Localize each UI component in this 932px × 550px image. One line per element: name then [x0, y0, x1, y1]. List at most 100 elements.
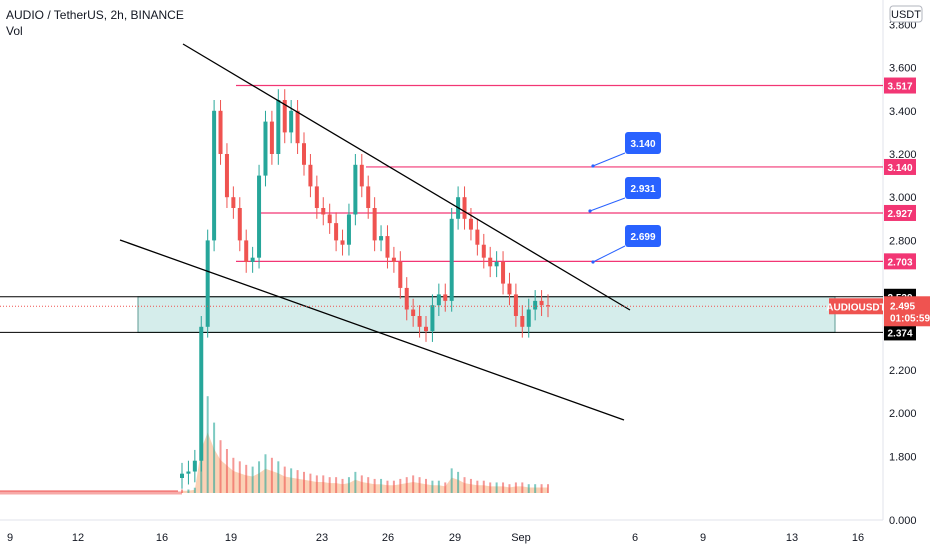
- candle-body: [481, 244, 486, 258]
- zone-tag-text: 2.374: [887, 328, 912, 339]
- volume-bar: [540, 484, 543, 493]
- price-tag-box: [884, 296, 930, 327]
- y-tick-label: 3.600: [889, 63, 917, 75]
- callout-text: 2.699: [630, 232, 655, 243]
- candle-body: [411, 309, 416, 316]
- zone-tag-box: [884, 324, 916, 341]
- volume-bar: [373, 478, 376, 493]
- callout-box: [625, 177, 661, 199]
- level-tag-text: 3.140: [887, 163, 912, 174]
- volume-bar: [245, 464, 248, 493]
- candle-body: [436, 294, 441, 306]
- volume-bar: [277, 461, 280, 493]
- candle-body: [443, 294, 448, 301]
- candle-body: [321, 208, 326, 215]
- callout-text: 2.931: [630, 184, 655, 195]
- countdown-text: 01:05:59: [890, 313, 930, 324]
- volume-bar: [386, 480, 389, 493]
- volume-bar: [290, 468, 293, 493]
- candle-body: [180, 473, 184, 478]
- candle-body: [520, 316, 525, 327]
- candle-body: [353, 164, 358, 215]
- volume-bar: [335, 477, 338, 493]
- volume-bar: [476, 480, 479, 493]
- y-tick-label: 2.000: [889, 408, 917, 420]
- x-tick-label: 29: [449, 532, 461, 544]
- candle-body: [417, 316, 422, 327]
- candle-body: [513, 294, 518, 316]
- y-tick-label: 1.800: [889, 451, 917, 463]
- candle-body: [295, 110, 300, 144]
- symbol-tag-box: [829, 298, 883, 315]
- volume-bar: [283, 466, 286, 493]
- candle-body: [539, 300, 544, 306]
- callout-pointer: [589, 197, 626, 212]
- candle-body: [359, 164, 364, 187]
- volume-bar: [181, 489, 183, 493]
- candle-body: [488, 257, 493, 267]
- candle-body: [398, 262, 403, 288]
- candle-body: [424, 326, 428, 332]
- candle-body: [192, 460, 197, 472]
- candle-body: [494, 262, 499, 267]
- volume-bar: [392, 480, 395, 493]
- candle-body: [334, 223, 339, 241]
- volume-bar: [547, 484, 549, 493]
- volume-area: [182, 432, 548, 493]
- candle-body: [244, 240, 249, 262]
- level-price-tag: 2.927: [884, 204, 916, 221]
- currency-badge: USDT: [889, 5, 923, 23]
- x-tick-label: 23: [316, 532, 328, 544]
- candle-body: [231, 197, 236, 208]
- volume-bar: [463, 477, 466, 493]
- volume-bar: [508, 484, 511, 493]
- volume-bar: [437, 480, 440, 493]
- callout-dot: [591, 260, 595, 264]
- candle-body: [302, 143, 306, 165]
- candle-body: [237, 208, 242, 241]
- volume-bar: [347, 477, 350, 493]
- candle-body: [327, 214, 332, 224]
- chart-header: AUDIO / TetherUS, 2h, BINANCE Vol: [6, 8, 184, 38]
- volume-bar: [367, 477, 370, 493]
- callout-box: [625, 225, 661, 247]
- volume-bar: [469, 478, 472, 493]
- candle-body: [546, 305, 550, 307]
- candle-body: [366, 186, 371, 208]
- candle-body: [257, 175, 262, 258]
- candle-series: [0, 89, 550, 492]
- x-tick-label: 13: [786, 532, 798, 544]
- y-tick-label: 3.000: [889, 192, 917, 204]
- symbol-tag-text: AUDIOUSDT: [826, 302, 885, 313]
- volume-bar: [341, 478, 344, 493]
- volume-bar: [431, 480, 434, 493]
- volume-bar: [534, 484, 537, 493]
- callout-dot: [591, 164, 595, 168]
- volume-bar: [303, 471, 305, 493]
- level-price-tag: 3.140: [884, 158, 916, 175]
- candle-body: [346, 214, 351, 245]
- volume-bar: [399, 478, 402, 493]
- y-tick-label: 3.200: [889, 149, 917, 161]
- currency-badge-box: [889, 5, 923, 23]
- price-callout: 2.699: [591, 225, 661, 264]
- price-callout: 2.931: [588, 177, 661, 213]
- level-price-tag: 2.703: [884, 253, 916, 270]
- volume-bar: [270, 457, 273, 493]
- candle-body: [212, 110, 217, 241]
- level-price-tag: 3.517: [884, 77, 916, 94]
- callout-pointer: [592, 152, 626, 167]
- x-tick-label: 26: [382, 532, 394, 544]
- candle-body: [205, 240, 210, 327]
- volume-bar: [354, 471, 357, 493]
- x-tick-label: 16: [156, 532, 168, 544]
- candle-body: [308, 164, 313, 187]
- level-tag-box: [884, 253, 916, 270]
- volume-bar: [193, 487, 196, 493]
- volume-bar: [328, 477, 331, 493]
- candle-body: [526, 309, 531, 327]
- volume-series: [181, 396, 549, 493]
- x-tick-label: 19: [225, 532, 237, 544]
- price-tag-text: 2.495: [890, 301, 915, 312]
